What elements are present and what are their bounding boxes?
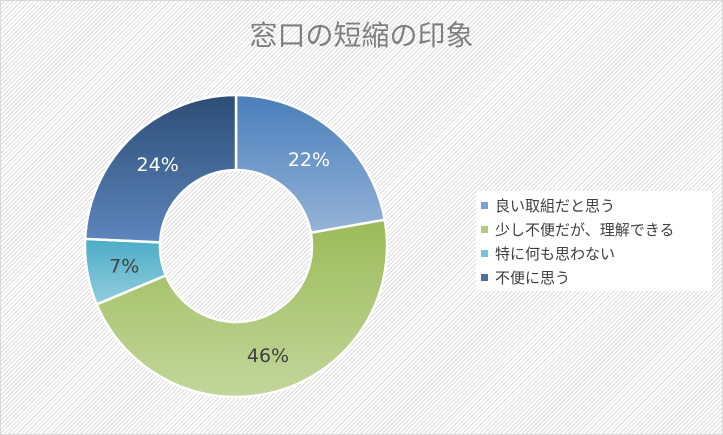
donut-slice: [95, 218, 389, 399]
data-label: 46%: [247, 345, 289, 367]
legend-swatch: [481, 249, 488, 257]
legend-item: 特に何も思わない: [476, 241, 712, 265]
legend-item: 不便に思う: [476, 265, 712, 289]
legend-swatch: [481, 225, 488, 233]
legend: 良い取組だと思う 少し不便だが、理解できる 特に何も思わない 不便に思う: [476, 191, 712, 291]
legend-swatch: [481, 273, 488, 281]
data-label: 7%: [109, 256, 139, 278]
legend-label: 特に何も思わない: [495, 244, 616, 263]
chart-title: 窓口の短縮の印象: [249, 19, 474, 52]
data-label: 22%: [288, 149, 330, 171]
donut-slice: [83, 93, 238, 244]
legend-label: 不便に思う: [495, 268, 571, 287]
legend-item: 良い取組だと思う: [476, 193, 712, 217]
data-label: 24%: [137, 154, 179, 176]
legend-item: 少し不便だが、理解できる: [476, 217, 712, 241]
legend-swatch: [481, 201, 488, 209]
donut-slice: [234, 93, 387, 235]
legend-label: 良い取組だと思う: [495, 196, 616, 215]
legend-label: 少し不便だが、理解できる: [495, 220, 675, 239]
